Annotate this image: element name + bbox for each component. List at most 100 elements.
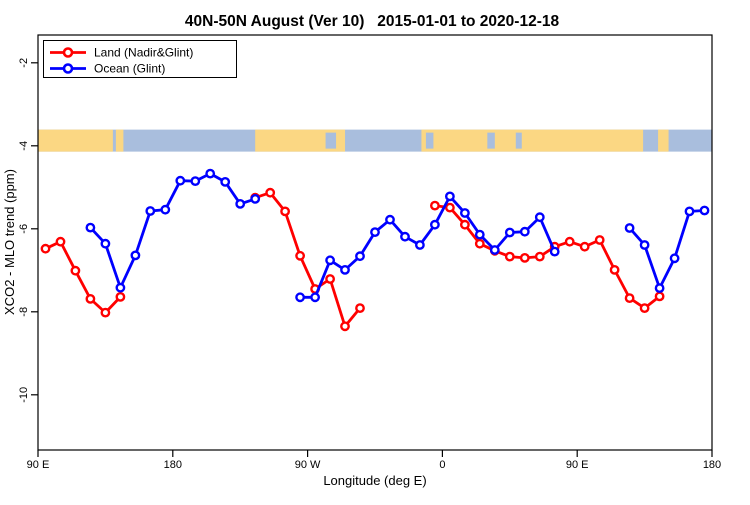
data-point xyxy=(280,206,290,217)
data-point xyxy=(310,292,320,303)
data-point xyxy=(654,291,665,302)
data-point xyxy=(370,227,380,238)
y-axis-title: XCO2 - MLO trend (ppm) xyxy=(2,169,17,315)
data-point xyxy=(295,292,305,303)
data-point xyxy=(444,202,455,213)
data-point xyxy=(85,222,96,233)
data-point xyxy=(639,240,650,250)
map-land xyxy=(421,129,644,152)
data-point xyxy=(355,251,365,262)
series-line xyxy=(628,209,705,290)
data-point xyxy=(160,204,171,215)
data-point xyxy=(654,283,665,293)
x-axis-title: Longitude (deg E) xyxy=(323,473,426,488)
data-point xyxy=(265,187,276,198)
data-point xyxy=(85,293,96,304)
data-point xyxy=(474,238,485,249)
data-point xyxy=(519,226,530,237)
map-land xyxy=(115,129,124,152)
data-point xyxy=(145,206,156,216)
data-point xyxy=(220,176,231,187)
data-point xyxy=(340,321,350,332)
y-tick-label: -6 xyxy=(18,224,30,234)
x-tick-label: 90 E xyxy=(27,459,50,471)
x-tick-label: 90 E xyxy=(566,459,589,471)
data-point xyxy=(429,200,440,211)
series-line xyxy=(89,172,256,290)
x-axis: 90 E 180 90 W 0 90 E 180 xyxy=(27,450,721,471)
data-point xyxy=(130,250,141,261)
data-point xyxy=(55,236,66,247)
map-inland-water xyxy=(325,132,337,149)
data-point xyxy=(624,223,635,233)
data-point xyxy=(429,219,440,230)
data-point xyxy=(100,307,111,318)
data-point xyxy=(459,219,470,230)
data-point xyxy=(400,231,410,242)
data-point xyxy=(325,255,335,266)
data-point xyxy=(340,264,350,275)
legend-ocean-marker-icon xyxy=(62,63,74,74)
world-map-strip xyxy=(38,129,712,152)
data-point xyxy=(489,245,500,255)
y-tick-label: -8 xyxy=(18,307,30,317)
data-point xyxy=(684,206,695,217)
x-tick-label: 180 xyxy=(703,459,721,471)
data-point xyxy=(235,198,246,209)
data-point xyxy=(459,208,470,218)
map-inland-water xyxy=(515,132,522,149)
x-tick-label: 90 W xyxy=(295,459,321,471)
map-inland-water xyxy=(425,132,434,149)
data-point xyxy=(519,252,530,263)
legend-land-marker-icon xyxy=(62,47,74,58)
legend-box xyxy=(43,40,237,78)
data-point xyxy=(325,274,335,284)
data-point xyxy=(609,264,620,275)
legend-land-label: Land (Nadir&Glint) xyxy=(94,46,193,60)
data-point xyxy=(205,168,216,179)
x-tick-label: 0 xyxy=(439,459,445,471)
series-line xyxy=(254,191,362,328)
data-point xyxy=(699,205,710,216)
legend-ocean-label: Ocean (Glint) xyxy=(94,62,165,76)
series-line xyxy=(434,204,661,310)
data-point xyxy=(414,240,425,250)
chart-title: 40N-50N August (Ver 10) 2015-01-01 to 20… xyxy=(185,13,560,30)
data-point xyxy=(564,236,575,247)
data-point xyxy=(40,243,51,254)
data-series xyxy=(40,168,710,332)
data-point xyxy=(70,265,81,276)
data-point xyxy=(115,282,126,293)
data-point xyxy=(190,176,201,187)
y-tick-label: -10 xyxy=(18,387,30,403)
data-point xyxy=(624,293,635,303)
y-tick-label: -4 xyxy=(18,141,30,151)
legend: Land (Nadir&Glint) Ocean (Glint) xyxy=(43,40,237,78)
data-point xyxy=(385,214,395,225)
data-point xyxy=(175,175,186,186)
map-inland-water xyxy=(487,132,495,149)
data-point xyxy=(504,251,515,262)
y-axis: -2 -4 -6 -8 -10 xyxy=(18,58,38,403)
map-land xyxy=(255,129,346,152)
data-point xyxy=(594,235,605,245)
data-point xyxy=(579,241,590,252)
data-point xyxy=(250,193,261,204)
map-land xyxy=(38,129,113,152)
data-point xyxy=(100,238,111,249)
data-point xyxy=(534,212,545,223)
data-point xyxy=(549,246,560,257)
data-point xyxy=(444,191,455,202)
data-point xyxy=(355,303,365,313)
map-land xyxy=(658,129,669,152)
data-point xyxy=(474,229,485,240)
data-point xyxy=(639,303,650,313)
plot-border xyxy=(37,34,713,451)
y-tick-label: -2 xyxy=(18,58,30,68)
data-point xyxy=(115,291,126,302)
data-point xyxy=(534,251,545,262)
series-ocean xyxy=(85,168,710,303)
data-point xyxy=(669,253,680,264)
